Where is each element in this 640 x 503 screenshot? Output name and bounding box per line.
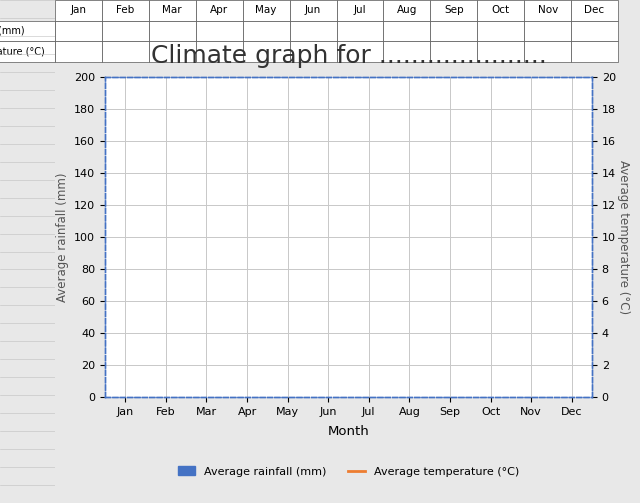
Y-axis label: Average rainfall (mm): Average rainfall (mm) (56, 172, 68, 302)
X-axis label: Month: Month (328, 425, 369, 438)
Title: Climate graph for .....................: Climate graph for ..................... (150, 44, 547, 68)
Y-axis label: Average temperature (°C): Average temperature (°C) (617, 160, 630, 314)
Legend: Average rainfall (mm), Average temperature (°C): Average rainfall (mm), Average temperatu… (173, 462, 524, 481)
